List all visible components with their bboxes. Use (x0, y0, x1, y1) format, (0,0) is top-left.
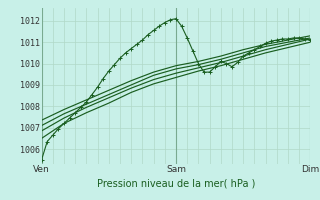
X-axis label: Pression niveau de la mer( hPa ): Pression niveau de la mer( hPa ) (97, 179, 255, 189)
